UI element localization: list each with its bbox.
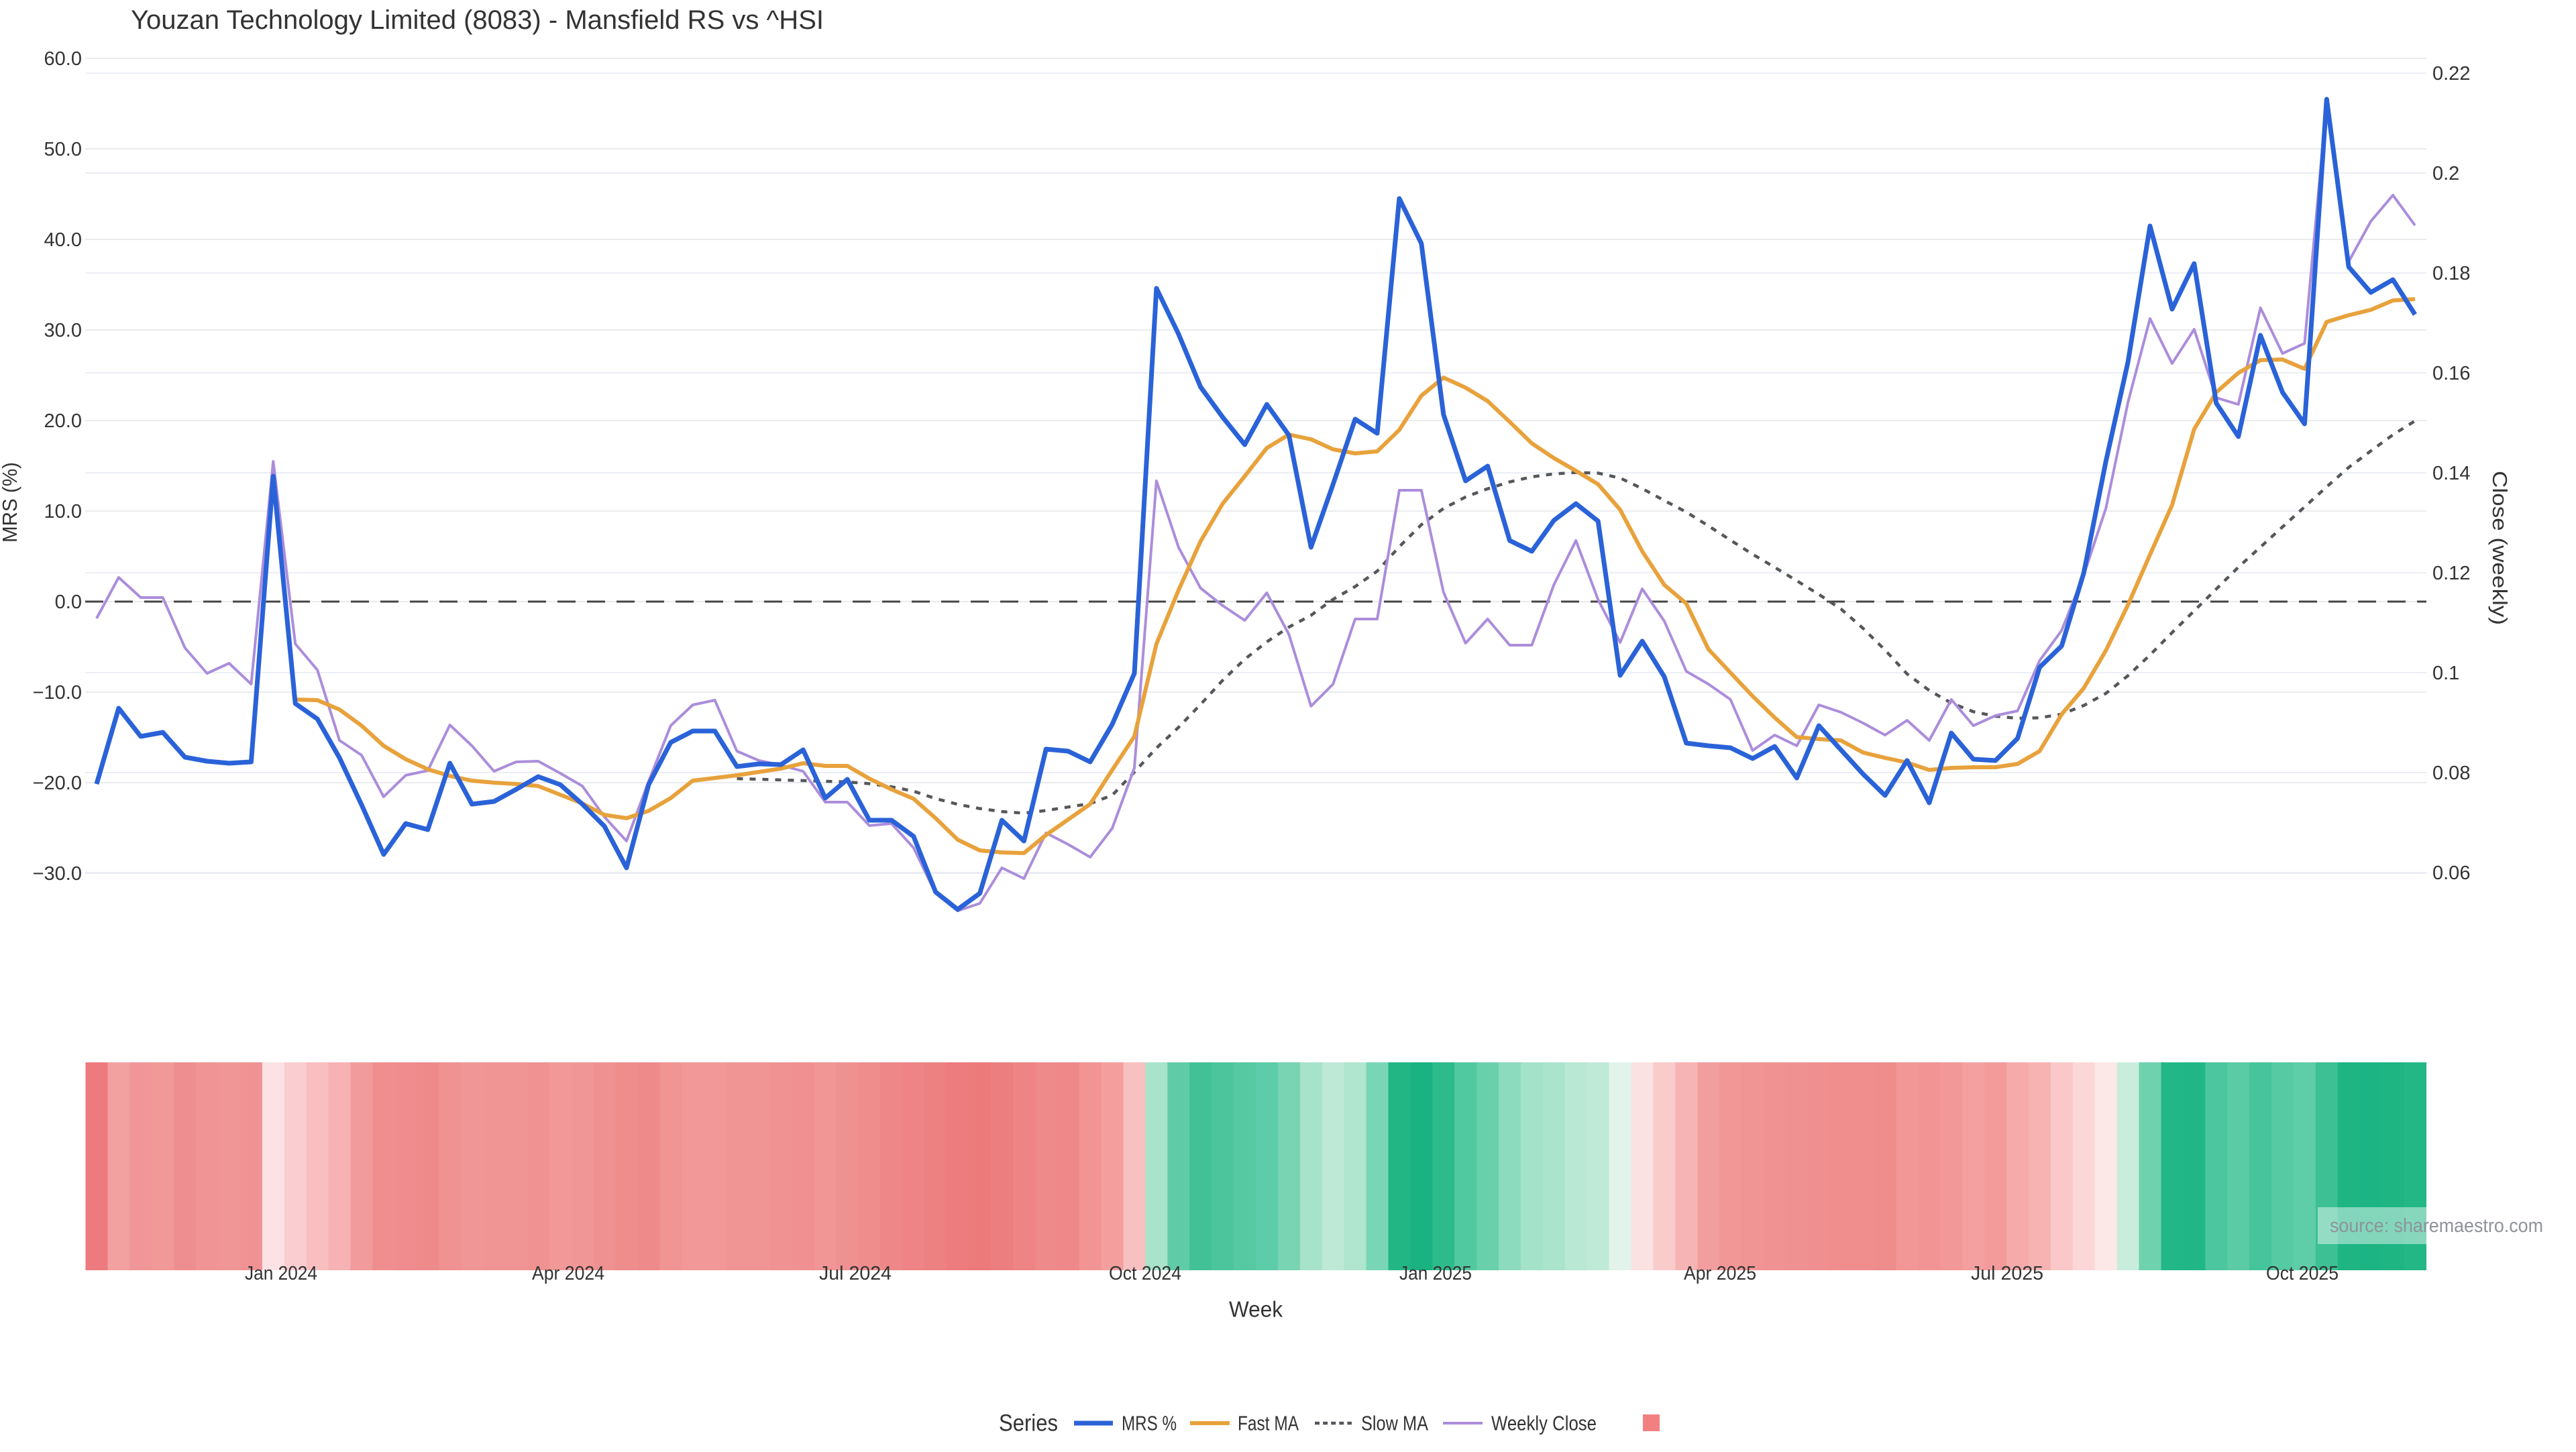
svg-text:Weekly Close: Weekly Close bbox=[1491, 1412, 1597, 1435]
svg-text:Oct 2025: Oct 2025 bbox=[2266, 1263, 2339, 1284]
svg-text:Apr 2025: Apr 2025 bbox=[1684, 1263, 1756, 1284]
svg-text:Close (weekly): Close (weekly) bbox=[2488, 471, 2512, 625]
svg-text:0.08: 0.08 bbox=[2432, 763, 2470, 784]
svg-text:−30.0: −30.0 bbox=[33, 863, 82, 885]
svg-text:50.0: 50.0 bbox=[44, 139, 82, 160]
svg-text:Youzan Technology Limited (808: Youzan Technology Limited (8083) - Mansf… bbox=[131, 5, 824, 35]
svg-text:0.1: 0.1 bbox=[2432, 663, 2459, 684]
svg-text:0.18: 0.18 bbox=[2432, 263, 2470, 284]
svg-text:Oct 2024: Oct 2024 bbox=[1109, 1263, 1181, 1284]
svg-text:Jul 2024: Jul 2024 bbox=[819, 1263, 892, 1284]
svg-text:0.2: 0.2 bbox=[2432, 163, 2459, 184]
svg-text:0.0: 0.0 bbox=[55, 592, 82, 613]
svg-text:MRS (%): MRS (%) bbox=[0, 462, 21, 543]
svg-text:Jan 2024: Jan 2024 bbox=[245, 1263, 317, 1284]
svg-text:−20.0: −20.0 bbox=[33, 773, 82, 794]
svg-text:MRS %: MRS % bbox=[1122, 1412, 1177, 1435]
svg-text:0.22: 0.22 bbox=[2432, 63, 2470, 85]
svg-text:source: sharemaestro.com: source: sharemaestro.com bbox=[2330, 1215, 2543, 1237]
svg-text:Slow MA: Slow MA bbox=[1361, 1412, 1428, 1435]
svg-text:40.0: 40.0 bbox=[44, 229, 82, 251]
svg-text:0.06: 0.06 bbox=[2432, 862, 2470, 884]
svg-text:60.0: 60.0 bbox=[44, 48, 82, 70]
svg-text:20.0: 20.0 bbox=[44, 410, 82, 432]
svg-text:0.16: 0.16 bbox=[2432, 363, 2470, 384]
svg-text:30.0: 30.0 bbox=[44, 320, 82, 341]
svg-text:10.0: 10.0 bbox=[44, 501, 82, 522]
svg-text:Jan 2025: Jan 2025 bbox=[1399, 1263, 1472, 1284]
svg-text:Jul 2025: Jul 2025 bbox=[1971, 1263, 2043, 1284]
svg-text:Apr 2024: Apr 2024 bbox=[532, 1263, 604, 1284]
svg-text:Series: Series bbox=[999, 1410, 1058, 1437]
svg-text:Week: Week bbox=[1229, 1297, 1283, 1322]
svg-text:Fast MA: Fast MA bbox=[1238, 1412, 1299, 1435]
svg-text:−10.0: −10.0 bbox=[33, 682, 82, 704]
svg-text:0.14: 0.14 bbox=[2432, 463, 2470, 484]
svg-text:0.12: 0.12 bbox=[2432, 563, 2470, 584]
